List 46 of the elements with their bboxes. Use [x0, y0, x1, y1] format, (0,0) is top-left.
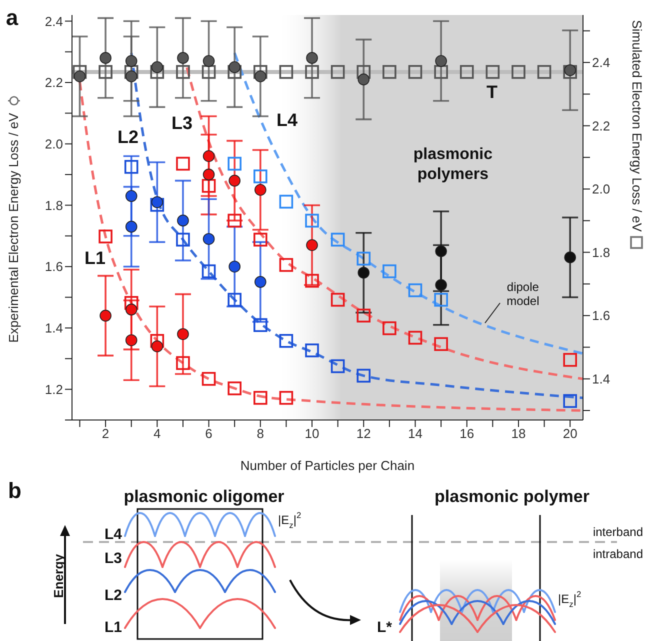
- x-tick-label: 16: [460, 426, 474, 442]
- annotation: L1: [84, 248, 106, 268]
- annotation: L3: [171, 113, 192, 133]
- y2-tick-label: 1.4: [592, 371, 610, 386]
- text: b: [8, 478, 22, 503]
- x-tick-label: 14: [408, 426, 422, 442]
- x-tick-label: 12: [356, 426, 371, 442]
- annotation: L4: [276, 110, 298, 130]
- y-tick-label: 2.4: [44, 14, 63, 29]
- x-axis-title: Number of Particles per Chain: [240, 458, 415, 473]
- text: plasmonic polymer: [434, 487, 590, 506]
- annotation: T: [486, 82, 498, 102]
- x-tick-label: 4: [154, 426, 161, 442]
- text: |E$_{z}$|$^{2}$: [558, 589, 582, 610]
- x-tick-label: 18: [511, 426, 526, 442]
- annotation: L2: [117, 127, 138, 147]
- text: plasmonic oligomer: [124, 487, 285, 506]
- band-label: plasmonic polymers: [413, 146, 492, 183]
- text: L3: [104, 550, 122, 567]
- y2-tick-label: 2.4: [592, 55, 610, 70]
- text: |E$_{z}$|$^{2}$: [278, 510, 302, 530]
- x-tick-label: 2: [102, 426, 110, 442]
- y-tick-label: 1.6: [44, 259, 63, 274]
- y2-tick-label: 2.0: [592, 182, 610, 197]
- y2-axis-title: Simulated Electron Energy Loss / eV: [630, 20, 644, 232]
- y-tick-label: 1.2: [44, 382, 63, 397]
- text: interband: [592, 525, 643, 540]
- text: L2: [104, 586, 122, 604]
- text: L1: [104, 618, 122, 636]
- y2-tick-label: 1.6: [592, 308, 610, 324]
- y2-tick-label: 2.2: [592, 118, 610, 134]
- text: L4: [104, 526, 123, 543]
- y2-tick-label: 1.8: [592, 244, 610, 260]
- annotation: dipole model: [506, 280, 540, 308]
- x-tick-label: 20: [562, 426, 578, 442]
- y-tick-label: 2.2: [44, 75, 63, 90]
- x-tick-label: 8: [256, 426, 264, 442]
- text: a: [6, 5, 18, 30]
- x-tick-label: 10: [304, 426, 320, 442]
- y-axis-title: Experimental Electron Energy Loss / eV: [6, 113, 20, 343]
- y-tick-label: 2.0: [44, 136, 63, 152]
- x-tick-label: 6: [205, 426, 212, 442]
- text: L*: [377, 618, 392, 636]
- y-tick-label: 1.8: [44, 198, 63, 213]
- y-tick-label: 1.4: [44, 320, 63, 336]
- text: intraband: [592, 547, 643, 562]
